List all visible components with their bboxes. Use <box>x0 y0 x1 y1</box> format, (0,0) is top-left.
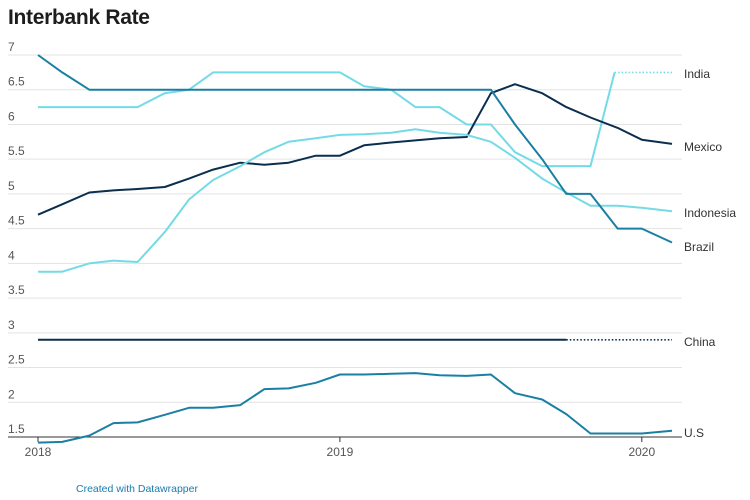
series-label-brazil: Brazil <box>684 240 714 254</box>
series-label-u-s: U.S <box>684 426 704 440</box>
x-tick-label: 2018 <box>25 445 52 459</box>
series-line-mexico <box>37 83 673 216</box>
series-line-indonesia <box>38 128 673 273</box>
y-tick-label: 2.5 <box>8 353 25 367</box>
series-label-india: India <box>684 67 710 81</box>
y-tick-label: 3.5 <box>8 283 25 297</box>
series-label-indonesia: Indonesia <box>684 206 736 220</box>
y-tick-label: 1.5 <box>8 422 25 436</box>
series-line-u-s <box>37 372 673 444</box>
y-tick-label: 7 <box>8 40 15 54</box>
y-tick-label: 3 <box>8 318 15 332</box>
y-tick-label: 6.5 <box>8 75 25 89</box>
series-line-brazil <box>37 54 673 244</box>
y-tick-label: 5.5 <box>8 144 25 158</box>
series-line-india <box>38 71 616 168</box>
y-tick-label: 4 <box>8 248 15 262</box>
x-tick-label: 2019 <box>327 445 354 459</box>
x-tick-label: 2020 <box>628 445 655 459</box>
series-label-mexico: Mexico <box>684 140 722 154</box>
series-labels: India Mexico Indonesia Brazil China U.S <box>684 67 736 440</box>
chart-title: Interbank Rate <box>8 6 150 29</box>
y-tick-label: 5 <box>8 179 15 193</box>
datawrapper-credit-link[interactable]: Created with Datawrapper <box>76 483 198 495</box>
grid-lines <box>8 54 682 438</box>
series-label-china: China <box>684 335 716 349</box>
y-tick-label: 4.5 <box>8 214 25 228</box>
x-axis-labels: 2018 2019 2020 <box>25 437 655 459</box>
series-lines <box>37 54 673 444</box>
y-tick-label: 6 <box>8 109 15 123</box>
y-tick-label: 2 <box>8 387 15 401</box>
y-axis-labels: 1.5 2 2.5 3 3.5 4 4.5 5 5.5 6 6.5 7 <box>8 40 25 436</box>
